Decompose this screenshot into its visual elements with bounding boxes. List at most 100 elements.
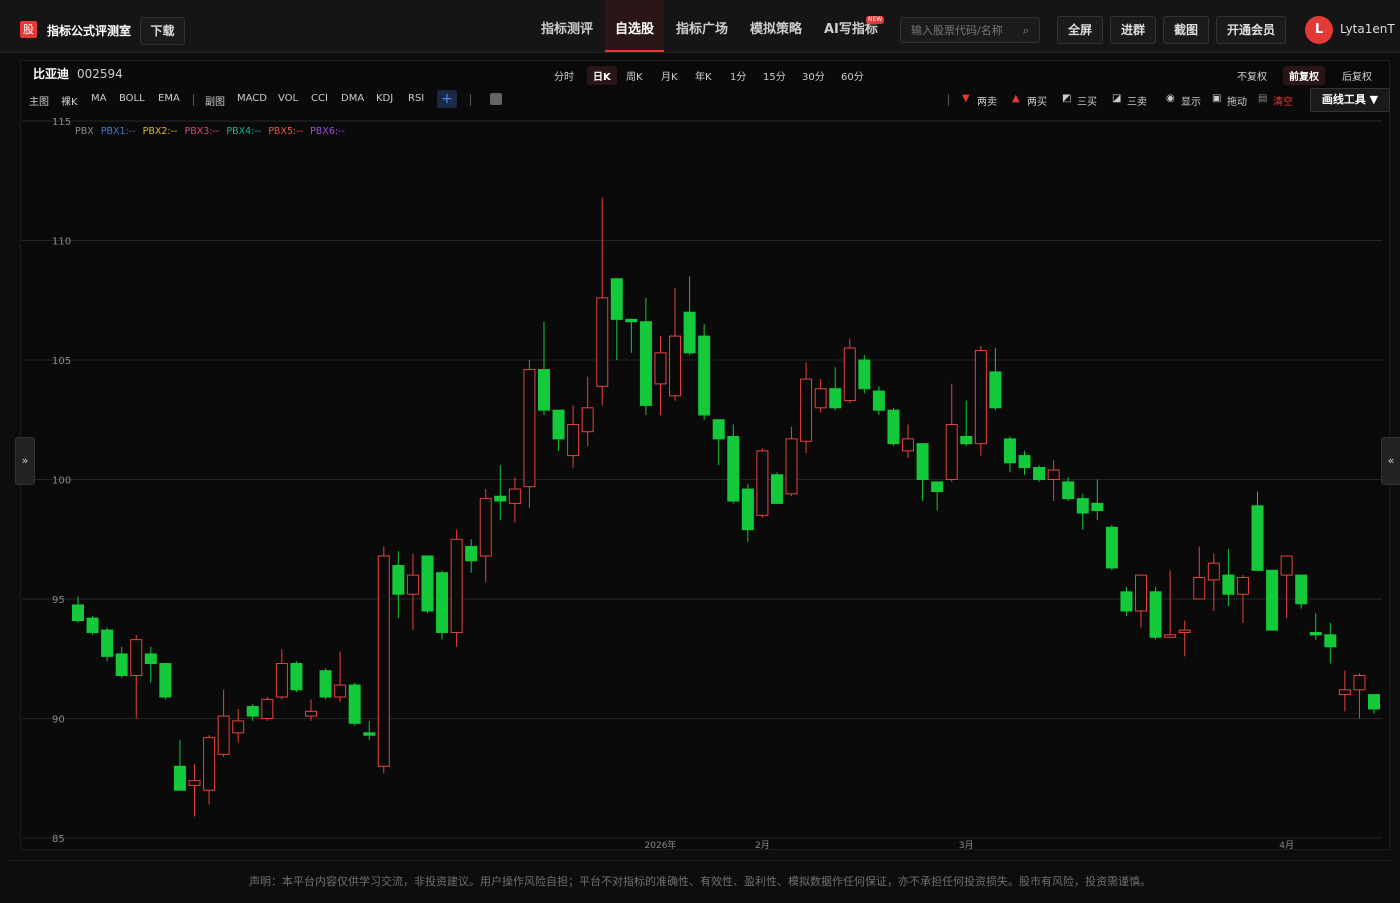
candle-body [639,321,652,406]
candle-body [130,639,143,676]
header-button[interactable]: 截图 [1163,16,1209,44]
candle-body [1207,562,1220,581]
logo[interactable]: 股 [20,21,37,38]
nav-item[interactable]: AI写指标 [824,22,878,37]
toolbar-item[interactable]: MA [91,93,107,104]
candle-body [989,371,1002,409]
candle-body [1193,576,1206,600]
search-input[interactable]: 输入股票代码/名称 ⌕ [900,17,1040,43]
draw-tools-button[interactable]: 画线工具 ▼ [1310,88,1390,112]
nav-item[interactable]: 自选股 [605,0,665,52]
toolbar-item[interactable]: 显示 [1181,97,1201,108]
y-tick-label: 105 [52,356,71,367]
candle-body [1338,689,1351,696]
toolbar-item[interactable]: 三买 [1077,97,1097,108]
toolbar-item[interactable]: 两卖 [977,97,997,108]
toolbar-item[interactable]: 主图 [29,97,49,108]
brand[interactable]: 指标公式评测室 [47,24,132,38]
nav-item[interactable]: 指标测评 [541,22,594,37]
period-tab[interactable]: 分时 [554,72,574,83]
toolbar-item[interactable]: 三卖 [1127,97,1147,108]
toolbar-icon: ▲ [1012,93,1020,104]
y-tick-label: 95 [52,595,65,606]
candle-body [101,629,114,657]
legend-item: PBX4:-- [226,126,261,137]
toolbar-item[interactable]: CCI [311,93,328,104]
candle-body [800,378,813,442]
adjust-tab[interactable]: 不复权 [1237,72,1267,83]
candle-body [1164,634,1177,638]
candle-body [450,538,463,633]
add-indicator[interactable]: + [437,90,457,108]
candle-body [465,545,478,562]
candle-body [945,424,958,480]
candle-body [916,443,929,480]
toolbar-item[interactable]: RSI [408,93,425,104]
header-button[interactable]: 全屏 [1057,16,1103,44]
separator [193,94,194,106]
legend-item: PBX6:-- [310,126,345,137]
candle-body [494,495,507,502]
candle-body [1003,438,1016,464]
candle-body [377,555,390,767]
toolbar-item[interactable]: VOL [278,93,299,104]
header-button[interactable]: 开通会员 [1216,16,1286,44]
x-tick-label: 4月 [1279,840,1294,850]
toolbar-item[interactable]: 拖动 [1227,97,1247,108]
toolbar-item[interactable]: MACD [237,93,267,104]
nav-item[interactable]: 模拟策略 [750,22,803,37]
candle-body [392,565,405,595]
candle-body [610,278,623,320]
candle-body [173,765,186,791]
username[interactable]: Lyta1enT [1340,22,1395,36]
candle-body [261,698,274,720]
period-tab[interactable]: 30分 [802,72,825,83]
adjust-tab[interactable]: 后复权 [1342,72,1372,83]
candle-body [567,424,580,457]
period-tab[interactable]: 15分 [763,72,786,83]
expand-left[interactable]: » [15,437,35,485]
toolbar-item[interactable]: DMA [341,93,365,104]
legend-item: PBX5:-- [268,126,303,137]
avatar[interactable]: L [1305,16,1333,44]
adjust-tab[interactable]: 前复权 [1283,66,1325,85]
search-icon: ⌕ [1022,24,1029,37]
period-tab[interactable]: 周K [626,72,643,83]
toolbar-item[interactable]: BOLL [119,93,145,104]
candle-body [1251,505,1264,571]
period-tab[interactable]: 60分 [841,72,864,83]
candle-body [1033,467,1046,480]
candle-body [319,670,332,698]
toolbar-item[interactable]: 清空 [1273,97,1293,108]
period-tab[interactable]: 1分 [730,72,747,83]
y-tick-label: 85 [52,834,65,845]
period-tab[interactable]: 月K [661,72,678,83]
toolbar-item[interactable]: 裸K [61,97,78,108]
header-button[interactable]: 进群 [1110,16,1156,44]
candle-body [1149,591,1162,638]
nav-item[interactable]: 指标广场 [676,22,729,37]
x-tick-label: 2月 [755,840,770,850]
toolbar-item[interactable]: 副图 [205,97,225,108]
candle-body [436,572,449,633]
header: 股 指标公式评测室 下载 指标测评 自选股 指标广场 模拟策略 AI写指标 NE… [0,0,1400,53]
toolbar-item[interactable]: KDJ [376,93,394,104]
toolbar-icon: ▣ [1212,93,1222,104]
toolbar-item[interactable]: EMA [158,93,180,104]
candle-body [1295,574,1308,605]
legend-item: PBX2:-- [143,126,178,137]
candle-body [829,388,842,409]
candle-body [363,732,376,736]
expand-right[interactable]: « [1381,437,1400,485]
period-tab[interactable]: 日K [587,66,617,85]
candle-body [960,435,973,445]
candle-body [669,335,682,397]
save-icon[interactable] [490,93,502,105]
period-tab[interactable]: 年K [695,72,712,83]
download-button[interactable]: 下载 [140,17,185,45]
toolbar-item[interactable]: 两买 [1027,97,1047,108]
candle-body [858,359,871,390]
candle-body [1236,576,1249,595]
candle-body [814,388,827,409]
x-tick-label: 2026年 [645,839,677,850]
